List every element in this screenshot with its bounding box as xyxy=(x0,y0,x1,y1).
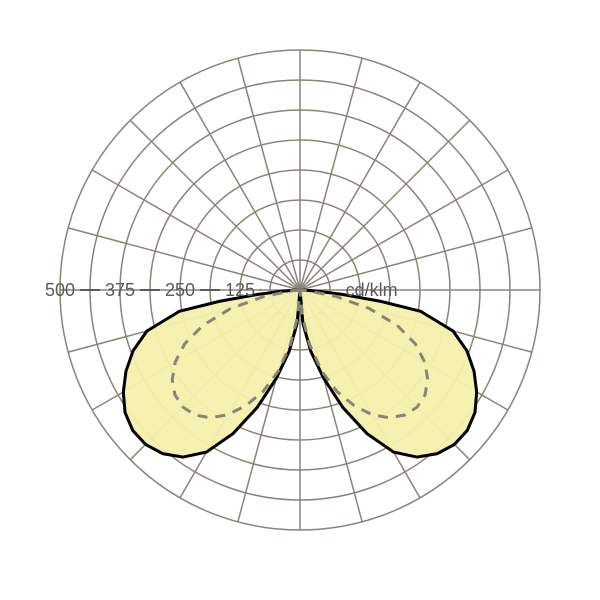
radial-axis-label: 500 xyxy=(45,280,75,300)
angular-spoke xyxy=(238,58,300,290)
units-label: cd/klm xyxy=(346,280,398,300)
angular-spoke xyxy=(300,120,470,290)
angular-spoke xyxy=(92,170,300,290)
radial-axis-label: 375 xyxy=(105,280,135,300)
polar-light-chart: 500 375 250 125 cd/klm xyxy=(0,0,600,600)
angular-spoke xyxy=(300,170,508,290)
radial-axis-label: 250 xyxy=(165,280,195,300)
angular-spoke xyxy=(180,82,300,290)
radial-axis-label: 125 xyxy=(225,280,255,300)
angular-spoke xyxy=(130,120,300,290)
angular-spoke xyxy=(300,228,532,290)
angular-spoke xyxy=(300,82,420,290)
angular-spoke xyxy=(300,58,362,290)
